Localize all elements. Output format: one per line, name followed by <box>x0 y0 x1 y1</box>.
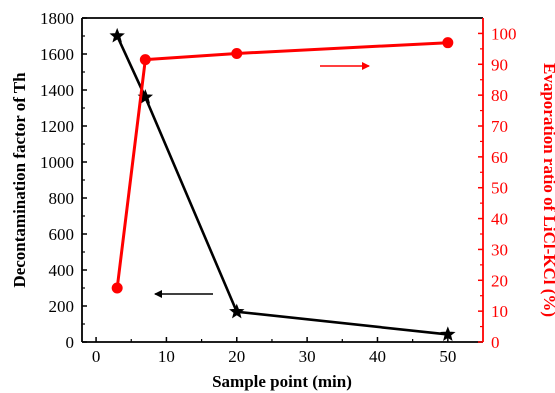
right-y-tick-label: 20 <box>491 271 508 290</box>
right-y-tick-label: 0 <box>491 333 500 352</box>
right-y-tick-label: 10 <box>491 302 508 321</box>
right-y-tick-label: 50 <box>491 179 508 198</box>
left-y-tick-label: 800 <box>49 189 75 208</box>
right-y-tick-label: 90 <box>491 55 508 74</box>
left-y-axis-title: Decontamination factor of Th <box>10 72 29 288</box>
right-y-tick-label: 40 <box>491 210 508 229</box>
left-y-tick-label: 1400 <box>40 81 74 100</box>
x-tick-label: 50 <box>439 347 456 366</box>
evaporation-ratio-point <box>139 54 151 66</box>
decontamination-factor-point <box>109 27 125 43</box>
evaporation-ratio-point <box>111 282 123 294</box>
right-y-tick-label: 80 <box>491 86 508 105</box>
left-y-tick-label: 0 <box>66 333 75 352</box>
x-tick-label: 20 <box>228 347 245 366</box>
x-tick-label: 0 <box>92 347 101 366</box>
left-y-tick-label: 1000 <box>40 153 74 172</box>
x-tick-label: 40 <box>369 347 386 366</box>
right-y-tick-label: 60 <box>491 148 508 167</box>
left-y-tick-label: 1800 <box>40 9 74 28</box>
decontamination-factor-line <box>115 35 448 336</box>
x-axis-title: Sample point (min) <box>212 372 352 391</box>
left-y-tick-label: 200 <box>49 297 75 316</box>
right-y-tick-label: 100 <box>491 24 517 43</box>
left-y-axis-ticks: 0 200 400 600 800 1000 1200 1400 1600 1800 <box>40 9 87 352</box>
right-y-axis-ticks: 0 10 20 30 40 50 60 70 80 90 100 <box>478 24 517 352</box>
left-y-tick-label: 1200 <box>40 117 74 136</box>
decontamination-factor-point <box>229 303 245 319</box>
x-axis-ticks: 0 10 20 30 40 50 <box>92 337 456 366</box>
right-y-axis-title: Evaporation ratio of LiCl-KCl (%) <box>540 63 555 317</box>
left-y-tick-label: 400 <box>49 261 75 280</box>
x-tick-label: 30 <box>299 347 316 366</box>
evaporation-ratio-point <box>231 47 243 59</box>
right-y-tick-label: 30 <box>491 240 508 259</box>
right-y-tick-label: 70 <box>491 117 508 136</box>
left-y-tick-label: 1600 <box>40 45 74 64</box>
series-layer <box>109 27 456 341</box>
evaporation-ratio-line <box>115 41 448 289</box>
x-tick-label: 10 <box>158 347 175 366</box>
evaporation-ratio-point <box>442 37 454 49</box>
decontamination-factor-point <box>440 326 456 341</box>
left-y-tick-label: 600 <box>49 225 75 244</box>
